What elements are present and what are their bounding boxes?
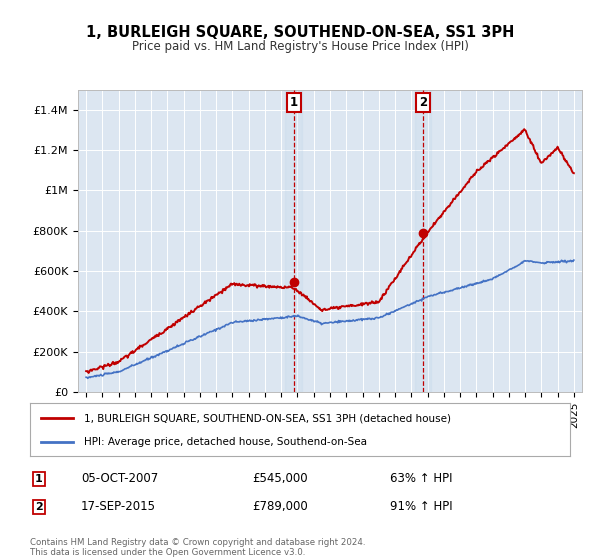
Text: 05-OCT-2007: 05-OCT-2007 bbox=[81, 472, 158, 486]
Bar bbox=[415, 90, 431, 392]
Text: £545,000: £545,000 bbox=[252, 472, 308, 486]
Text: 63% ↑ HPI: 63% ↑ HPI bbox=[390, 472, 452, 486]
Text: HPI: Average price, detached house, Southend-on-Sea: HPI: Average price, detached house, Sout… bbox=[84, 436, 367, 446]
Text: 2: 2 bbox=[419, 96, 427, 109]
Text: Price paid vs. HM Land Registry's House Price Index (HPI): Price paid vs. HM Land Registry's House … bbox=[131, 40, 469, 53]
Text: 1, BURLEIGH SQUARE, SOUTHEND-ON-SEA, SS1 3PH (detached house): 1, BURLEIGH SQUARE, SOUTHEND-ON-SEA, SS1… bbox=[84, 413, 451, 423]
Text: Contains HM Land Registry data © Crown copyright and database right 2024.
This d: Contains HM Land Registry data © Crown c… bbox=[30, 538, 365, 557]
Bar bbox=[286, 90, 302, 392]
Text: 1, BURLEIGH SQUARE, SOUTHEND-ON-SEA, SS1 3PH: 1, BURLEIGH SQUARE, SOUTHEND-ON-SEA, SS1… bbox=[86, 25, 514, 40]
Text: 1: 1 bbox=[35, 474, 43, 484]
Text: 1: 1 bbox=[290, 96, 298, 109]
Text: 2: 2 bbox=[35, 502, 43, 512]
Text: 91% ↑ HPI: 91% ↑ HPI bbox=[390, 500, 452, 514]
Text: 17-SEP-2015: 17-SEP-2015 bbox=[81, 500, 156, 514]
Text: £789,000: £789,000 bbox=[252, 500, 308, 514]
